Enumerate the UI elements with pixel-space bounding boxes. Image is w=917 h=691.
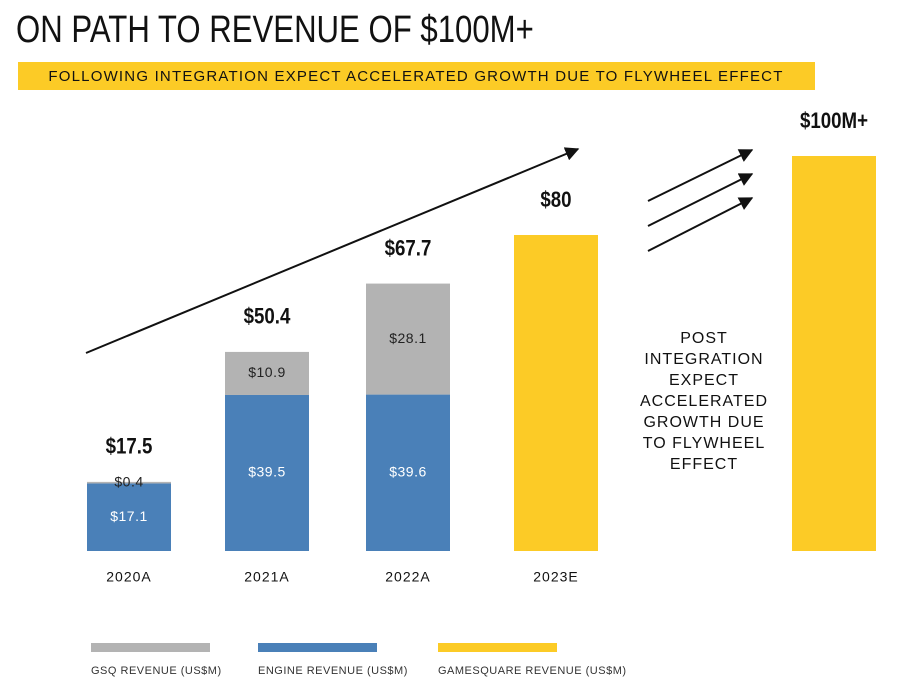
annotation: POST bbox=[680, 330, 728, 347]
annotation: ACCELERATED bbox=[640, 393, 768, 410]
legend-label: GAMESQUARE REVENUE (US$M) bbox=[438, 665, 627, 677]
total-label: $100M+ bbox=[800, 109, 868, 133]
bar-segment bbox=[792, 156, 876, 551]
total-label: $50.4 bbox=[244, 305, 291, 329]
segment-label: $28.1 bbox=[389, 330, 427, 346]
legend-swatch bbox=[91, 643, 210, 652]
segment-label: $39.5 bbox=[248, 464, 286, 480]
legend-swatch bbox=[258, 643, 377, 652]
subtitle-band bbox=[18, 62, 815, 90]
annotation: EFFECT bbox=[670, 456, 738, 473]
total-label: $17.5 bbox=[106, 435, 153, 459]
segment-label: $39.6 bbox=[389, 463, 427, 479]
total-label: $67.7 bbox=[385, 237, 432, 261]
bar-segment bbox=[87, 481, 171, 484]
bar-segment bbox=[87, 483, 171, 551]
x-tick-label: 2023E bbox=[533, 569, 578, 585]
x-tick-label: 2020A bbox=[106, 569, 151, 585]
legend-swatch bbox=[438, 643, 557, 652]
bar-segment bbox=[366, 394, 450, 551]
segment-label: $17.1 bbox=[110, 508, 148, 524]
bar-segment bbox=[225, 351, 309, 395]
total-label: $80 bbox=[540, 188, 571, 212]
x-tick-label: 2022A bbox=[385, 569, 430, 585]
annotation: GROWTH DUE bbox=[643, 414, 764, 431]
bar-segment bbox=[225, 394, 309, 551]
arrows bbox=[85, 147, 754, 354]
legend-label: GSQ REVENUE (US$M) bbox=[91, 665, 222, 677]
subtitle: FOLLOWING INTEGRATION EXPECT ACCELERATED… bbox=[48, 68, 783, 85]
x-tick-label: 2021A bbox=[244, 569, 289, 585]
chart-title: ON PATH TO REVENUE OF $100M+ bbox=[16, 9, 534, 51]
annotation: TO FLYWHEEL bbox=[643, 435, 765, 452]
annotation: EXPECT bbox=[669, 372, 739, 389]
legend-label: ENGINE REVENUE (US$M) bbox=[258, 665, 408, 677]
annotation: INTEGRATION bbox=[644, 351, 763, 368]
segment-label: $10.9 bbox=[248, 364, 286, 380]
bar-segment bbox=[366, 283, 450, 395]
segment-label: $0.4 bbox=[114, 473, 143, 489]
bar-segment bbox=[514, 235, 598, 551]
